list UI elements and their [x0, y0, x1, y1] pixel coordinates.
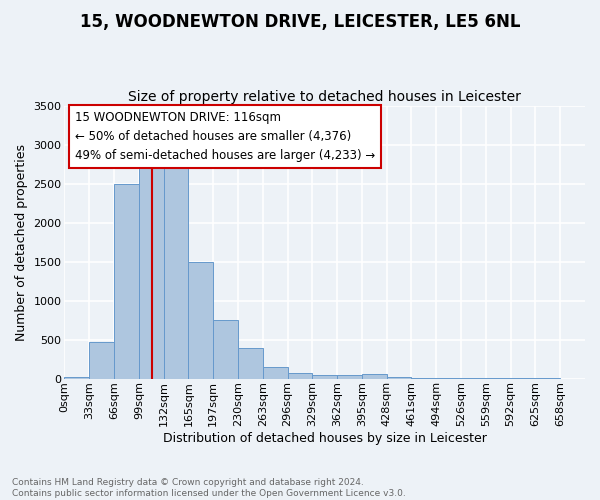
- Text: 15 WOODNEWTON DRIVE: 116sqm
← 50% of detached houses are smaller (4,376)
49% of : 15 WOODNEWTON DRIVE: 116sqm ← 50% of det…: [75, 111, 375, 162]
- Bar: [188, 262, 213, 378]
- Bar: [114, 184, 139, 378]
- Bar: [362, 374, 386, 378]
- Bar: [64, 377, 89, 378]
- Bar: [386, 377, 412, 378]
- Title: Size of property relative to detached houses in Leicester: Size of property relative to detached ho…: [128, 90, 521, 104]
- Y-axis label: Number of detached properties: Number of detached properties: [15, 144, 28, 340]
- Bar: [263, 367, 287, 378]
- Bar: [337, 374, 362, 378]
- Bar: [287, 372, 313, 378]
- Bar: [89, 342, 114, 378]
- Bar: [164, 158, 188, 378]
- Text: 15, WOODNEWTON DRIVE, LEICESTER, LE5 6NL: 15, WOODNEWTON DRIVE, LEICESTER, LE5 6NL: [80, 12, 520, 30]
- Bar: [139, 158, 164, 378]
- Bar: [213, 320, 238, 378]
- Text: Contains HM Land Registry data © Crown copyright and database right 2024.
Contai: Contains HM Land Registry data © Crown c…: [12, 478, 406, 498]
- X-axis label: Distribution of detached houses by size in Leicester: Distribution of detached houses by size …: [163, 432, 487, 445]
- Bar: [238, 348, 263, 378]
- Bar: [313, 374, 337, 378]
